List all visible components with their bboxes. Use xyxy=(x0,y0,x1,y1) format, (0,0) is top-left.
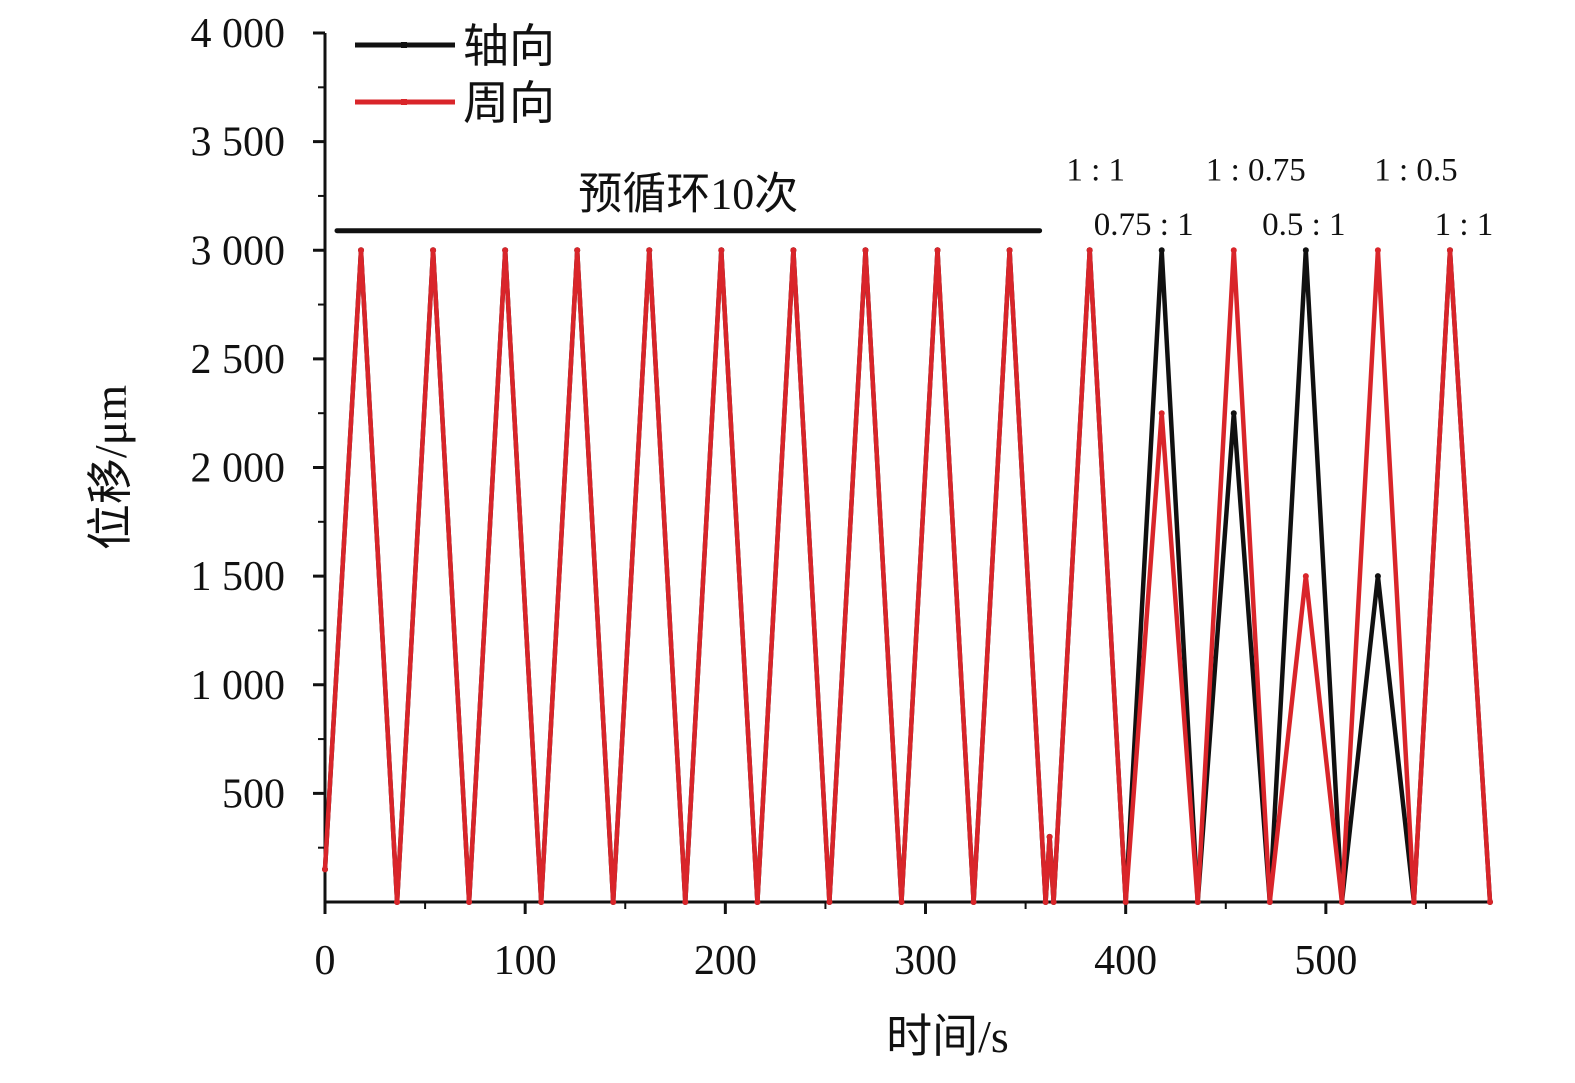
data-point xyxy=(358,247,365,254)
legend-marker xyxy=(401,42,407,48)
data-point xyxy=(430,247,437,254)
y-tick-label: 3 500 xyxy=(191,120,286,166)
annotations: 预循环10次 1 : 1 0.75 : 1 1 : 0.75 0.5 : 1 1 : 0.… xyxy=(334,153,1494,243)
data-point xyxy=(682,899,689,905)
x-tick-label: 400 xyxy=(1094,938,1157,984)
series-line-circumferential xyxy=(322,250,1493,903)
data-point xyxy=(1158,247,1165,254)
data-point xyxy=(1042,899,1049,905)
y-tick-label: 1 500 xyxy=(191,554,286,600)
ratio-label: 0.5 : 1 xyxy=(1262,207,1345,243)
data-point xyxy=(1086,247,1093,254)
legend-label: 周向 xyxy=(463,78,555,129)
y-tick-label: 2 500 xyxy=(191,337,286,383)
data-point xyxy=(538,899,545,905)
data-point xyxy=(1338,899,1345,905)
x-tick-label: 0 xyxy=(315,938,336,984)
data-point xyxy=(898,899,905,905)
data-point xyxy=(1266,899,1273,905)
data-point xyxy=(1230,410,1237,417)
data-point xyxy=(466,899,473,905)
data-point xyxy=(970,899,977,905)
data-point xyxy=(1374,247,1381,254)
y-tick-label: 1 000 xyxy=(191,663,286,709)
data-point xyxy=(790,247,797,254)
data-point xyxy=(718,247,725,254)
y-axis-title: 位移/μm xyxy=(85,385,136,550)
data-point xyxy=(1158,410,1165,417)
y-tick-label: 2 000 xyxy=(191,446,286,492)
data-point xyxy=(1122,899,1129,905)
data-point xyxy=(1006,247,1013,254)
x-axis-title: 时间/s xyxy=(886,1011,1009,1062)
x-tick-label: 300 xyxy=(894,938,957,984)
data-point xyxy=(826,899,833,905)
data-point xyxy=(1302,573,1309,580)
x-tick-label: 500 xyxy=(1294,938,1357,984)
data-point xyxy=(574,247,581,254)
data-point xyxy=(1374,573,1381,580)
data-point xyxy=(1446,247,1453,254)
x-tick-label: 200 xyxy=(694,938,757,984)
data-point xyxy=(1046,833,1053,840)
y-tick-label: 4 000 xyxy=(191,11,286,57)
data-point xyxy=(610,899,617,905)
data-point xyxy=(502,247,509,254)
data-point xyxy=(1194,899,1201,905)
y-tick-label: 3 000 xyxy=(191,228,286,274)
data-point xyxy=(1050,899,1057,905)
data-point xyxy=(394,899,401,905)
axes: 0 100 200 300 400 500 500 1 000 1 500 2 000 2 500 3… xyxy=(85,11,1490,1062)
legend-label: 轴向 xyxy=(463,21,555,72)
legend-marker xyxy=(401,99,407,105)
ratio-label: 1 : 1 xyxy=(1435,207,1494,243)
precycle-label: 预循环10次 xyxy=(578,170,798,219)
data-point xyxy=(1410,899,1417,905)
y-tick-label: 500 xyxy=(222,771,285,817)
ratio-label: 0.75 : 1 xyxy=(1094,207,1194,243)
data-point xyxy=(754,899,761,905)
plot-area xyxy=(322,247,1493,905)
ratio-label: 1 : 1 xyxy=(1066,153,1125,189)
data-point xyxy=(862,247,869,254)
data-point xyxy=(646,247,653,254)
data-point xyxy=(934,247,941,254)
x-tick-label: 100 xyxy=(494,938,557,984)
ratio-label: 1 : 0.5 xyxy=(1374,153,1457,189)
data-point xyxy=(1230,247,1237,254)
data-point xyxy=(322,866,328,873)
data-point xyxy=(1487,899,1493,905)
data-point xyxy=(1302,247,1309,254)
ratio-label: 1 : 0.75 xyxy=(1206,153,1306,189)
